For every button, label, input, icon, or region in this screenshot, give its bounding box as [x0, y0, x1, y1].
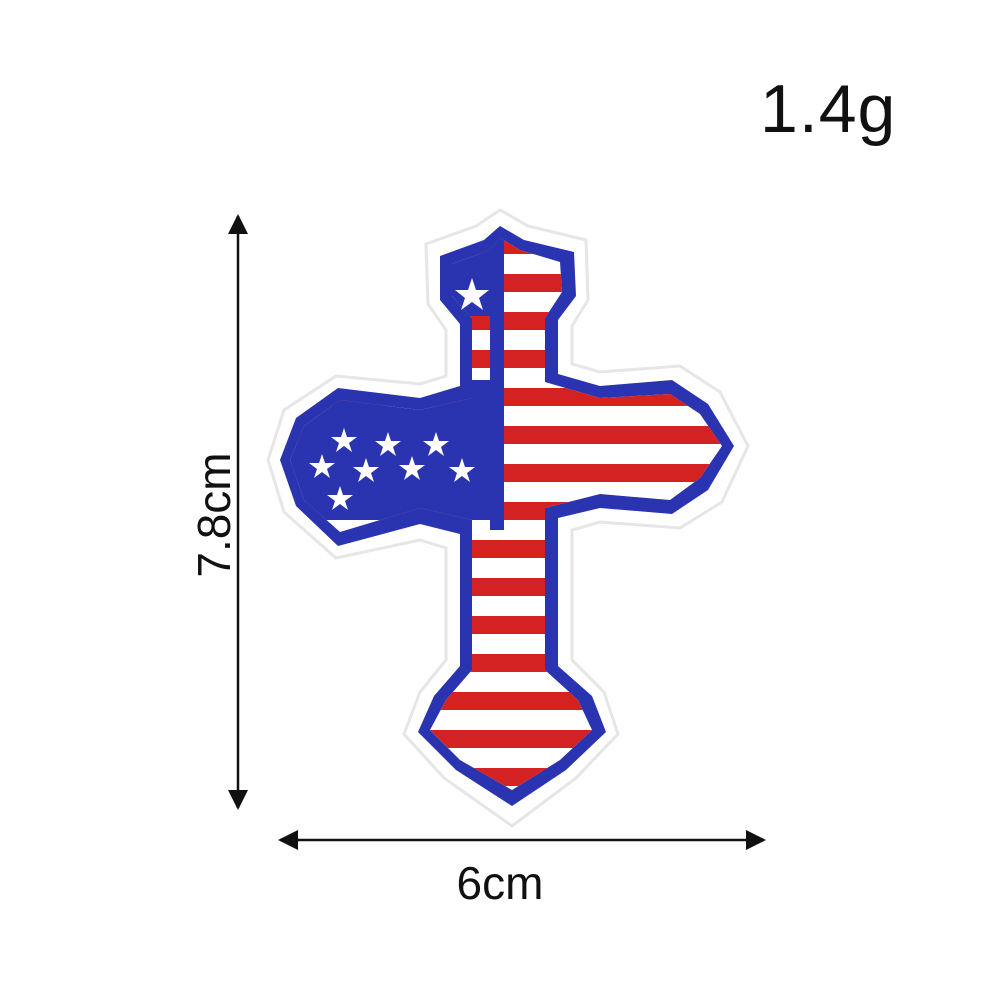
star-icons: [309, 278, 489, 510]
height-label: 7.8cm: [188, 452, 240, 578]
width-label: 6cm: [456, 857, 544, 909]
weight-label: 1.4g: [760, 71, 897, 147]
